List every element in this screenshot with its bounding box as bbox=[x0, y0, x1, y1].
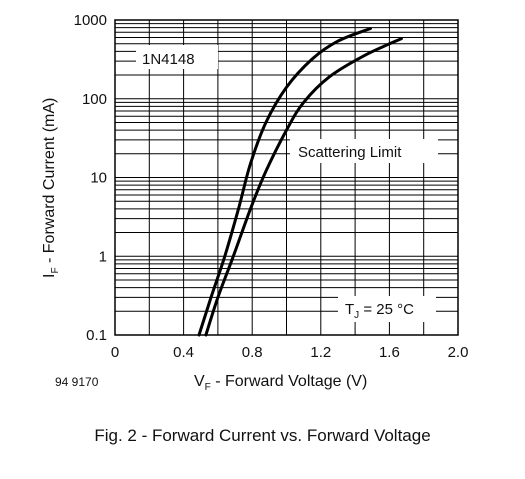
limit-label: Scattering Limit bbox=[298, 144, 402, 161]
x-axis-label: VF - Forward Voltage (V) bbox=[194, 373, 367, 393]
x-tick-labels: 0 0.4 0.8 1.2 1.6 2.0 bbox=[111, 344, 469, 361]
figure-caption: Fig. 2 - Forward Current vs. Forward Vol… bbox=[94, 426, 431, 445]
x-tick-label: 0.8 bbox=[242, 344, 263, 361]
x-tick-label: 0.4 bbox=[173, 344, 194, 361]
y-tick-label: 10 bbox=[90, 170, 107, 187]
series-line-2 bbox=[204, 37, 403, 337]
y-axis-label: IF - Forward Current (mA) bbox=[41, 98, 61, 278]
temp-label: TJ = 25 °C bbox=[345, 301, 414, 321]
series-line-1 bbox=[197, 27, 372, 337]
grid bbox=[115, 20, 458, 335]
y-tick-labels: 0.1 1 10 100 1000 bbox=[74, 12, 107, 344]
y-tick-label: 1000 bbox=[74, 12, 107, 29]
curves bbox=[197, 27, 403, 337]
figure-number: 94 9170 bbox=[55, 375, 99, 389]
x-tick-label: 1.2 bbox=[310, 344, 331, 361]
plot-frame bbox=[114, 19, 459, 336]
limit-label-bg bbox=[290, 139, 438, 163]
x-tick-label: 2.0 bbox=[448, 344, 469, 361]
y-tick-label: 100 bbox=[82, 91, 107, 108]
part-label-bg bbox=[136, 45, 218, 69]
forward-current-chart: 0 0.4 0.8 1.2 1.6 2.0 0.1 1 10 100 1000 1N4148 Sc… bbox=[41, 12, 469, 393]
temp-label-bg bbox=[338, 296, 436, 322]
y-tick-label: 0.1 bbox=[86, 327, 107, 344]
y-tick-label: 1 bbox=[99, 248, 107, 265]
x-tick-label: 1.6 bbox=[379, 344, 400, 361]
part-label: 1N4148 bbox=[142, 51, 195, 68]
x-tick-label: 0 bbox=[111, 344, 119, 361]
